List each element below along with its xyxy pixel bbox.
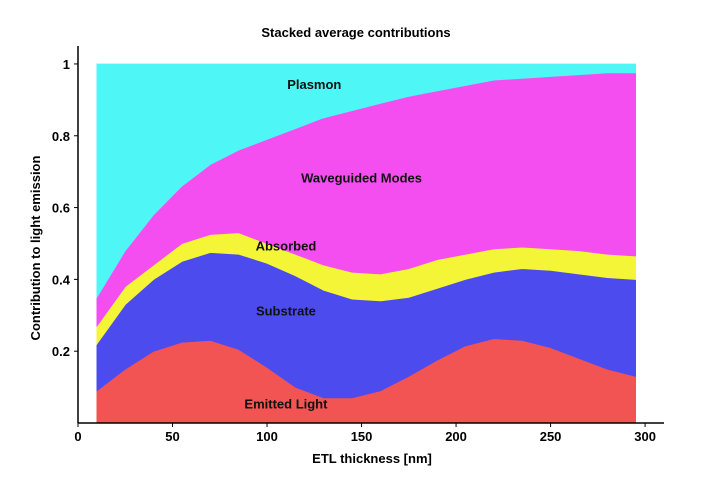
x-tick-label: 0 (74, 429, 81, 444)
region-label-absorbed: Absorbed (256, 239, 317, 254)
region-label-substrate: Substrate (256, 303, 316, 318)
x-tick-label: 200 (445, 429, 467, 444)
chart-title: Stacked average contributions (261, 25, 450, 40)
region-label-plasmon: Plasmon (287, 77, 341, 92)
y-tick-label: 0.8 (52, 129, 70, 144)
x-tick-label: 100 (256, 429, 278, 444)
axes (77, 46, 664, 424)
area-layers (96, 63, 636, 424)
region-label-waveguided-modes: Waveguided Modes (301, 170, 422, 185)
y-tick-label: 1 (63, 57, 70, 72)
region-label-emitted-light: Emitted Light (244, 397, 328, 412)
x-tick-label: 50 (165, 429, 179, 444)
y-tick-label: 0.4 (52, 272, 71, 287)
x-axis-label: ETL thickness [nm] (312, 451, 432, 466)
y-tick-label: 0.6 (52, 201, 70, 216)
y-tick-label: 0.2 (52, 344, 70, 359)
x-tick-label: 250 (540, 429, 562, 444)
x-tick-label: 300 (634, 429, 656, 444)
x-tick-label: 150 (351, 429, 373, 444)
tick-labels: 0 50 100 150 200 250 300 0.2 0.4 0.6 0.8 1 (52, 57, 656, 444)
region-labels: Plasmon Waveguided Modes Absorbed Substrate… (244, 77, 422, 412)
y-axis-label: Contribution to light emission (28, 156, 43, 341)
area-plasmon (96, 63, 636, 299)
